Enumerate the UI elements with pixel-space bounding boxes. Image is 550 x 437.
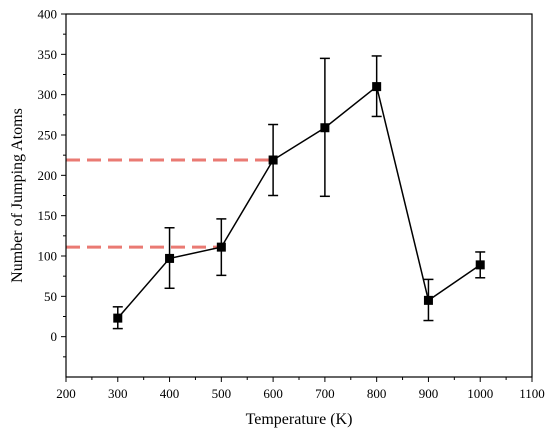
y-tick-label: 400 bbox=[38, 7, 58, 22]
x-tick-label: 500 bbox=[212, 386, 232, 401]
x-axis-ticks: 200 300 400 500 600 700 800 900 1000 1100 bbox=[56, 377, 545, 401]
data-point bbox=[423, 295, 433, 305]
data-point bbox=[165, 253, 175, 263]
x-tick-label: 1100 bbox=[519, 386, 545, 401]
y-axis-ticks: 0 50 100 150 200 250 300 350 400 bbox=[38, 7, 66, 358]
y-tick-label: 150 bbox=[38, 208, 58, 223]
data-point bbox=[113, 313, 123, 323]
series-line bbox=[117, 85, 481, 319]
y-tick-label: 250 bbox=[38, 128, 58, 143]
data-point bbox=[268, 155, 278, 165]
x-axis-label: Temperature (K) bbox=[246, 411, 353, 428]
y-tick-label: 0 bbox=[51, 329, 58, 344]
x-tick-label: 200 bbox=[56, 386, 76, 401]
y-tick-label: 350 bbox=[38, 47, 58, 62]
x-tick-label: 600 bbox=[263, 386, 283, 401]
reference-lines bbox=[66, 158, 274, 249]
y-axis-label: Number of Jumping Atoms bbox=[9, 108, 26, 283]
data-point bbox=[372, 82, 382, 92]
x-tick-label: 1000 bbox=[467, 386, 493, 401]
x-tick-label: 800 bbox=[367, 386, 387, 401]
x-tick-label: 400 bbox=[160, 386, 180, 401]
x-tick-label: 900 bbox=[419, 386, 439, 401]
y-tick-label: 200 bbox=[38, 168, 58, 183]
data-series bbox=[112, 55, 486, 330]
x-tick-label: 300 bbox=[108, 386, 128, 401]
y-tick-label: 100 bbox=[38, 249, 58, 264]
y-tick-label: 300 bbox=[38, 87, 58, 102]
x-tick-label: 700 bbox=[315, 386, 335, 401]
data-point bbox=[216, 242, 226, 252]
data-point bbox=[475, 260, 485, 270]
y-tick-label: 50 bbox=[44, 289, 57, 304]
data-point bbox=[320, 123, 330, 133]
